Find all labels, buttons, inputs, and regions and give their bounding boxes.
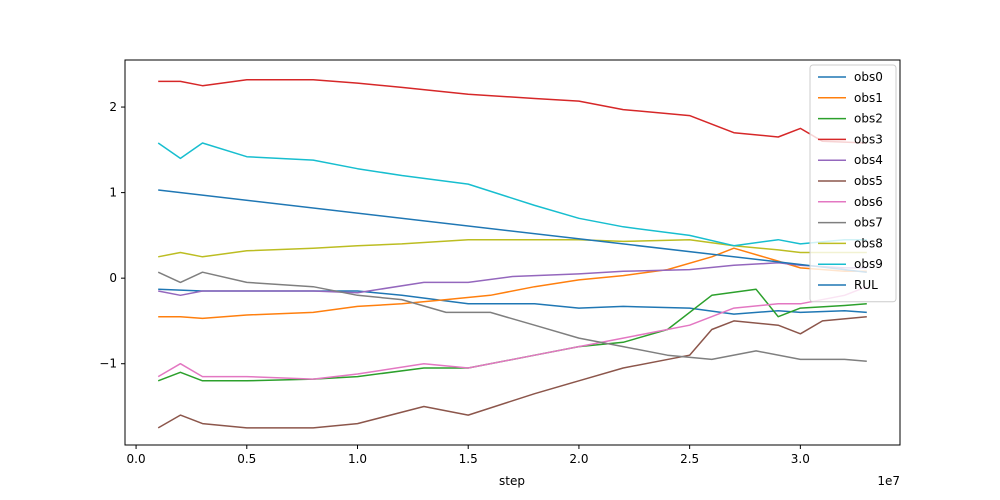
y-tick-label: 1 <box>109 186 117 200</box>
legend-label-obs7: obs7 <box>854 216 883 230</box>
y-axis: −1 0 1 2 <box>99 100 125 371</box>
series-line-RUL <box>158 189 867 273</box>
x-tick-label: 2.5 <box>680 452 699 466</box>
x-tick-label: 0.0 <box>127 452 146 466</box>
series-line-obs8 <box>158 238 867 258</box>
y-tick-label: 0 <box>109 271 117 285</box>
legend-label-obs5: obs5 <box>854 174 883 188</box>
legend-label-obs2: obs2 <box>854 112 883 126</box>
x-tick-label: 1.5 <box>459 452 478 466</box>
plot-frame <box>124 59 901 446</box>
legend-label-obs6: obs6 <box>854 195 883 209</box>
legend-label-obs1: obs1 <box>854 91 883 105</box>
legend-label-obs4: obs4 <box>854 153 883 167</box>
legend: obs0 obs1 obs2 obs3 obs4 obs5 obs6 obs7 obs8 obs9… <box>809 64 897 303</box>
x-tick-label: 3.0 <box>791 452 810 466</box>
y-tick-label: 2 <box>109 100 117 114</box>
x-axis-label: step <box>499 474 525 488</box>
x-axis: 0.0 0.5 1.0 1.5 2.0 2.5 3.0 <box>127 445 810 466</box>
legend-box <box>809 64 897 303</box>
series-line-obs1 <box>158 247 867 320</box>
x-tick-label: 2.0 <box>569 452 588 466</box>
series-line-obs9 <box>157 142 867 247</box>
series-line-obs7 <box>157 271 867 362</box>
x-tick-label: 0.5 <box>237 452 256 466</box>
legend-label-obs8: obs8 <box>854 236 883 250</box>
legend-label-obs0: obs0 <box>854 70 883 84</box>
legend-label-RUL: RUL <box>854 278 878 292</box>
series-line-obs5 <box>157 315 867 429</box>
legend-label-obs3: obs3 <box>854 132 883 146</box>
x-tick-label: 1.0 <box>348 452 367 466</box>
series-line-obs3 <box>158 78 867 144</box>
y-tick-label: −1 <box>99 357 117 371</box>
series-line-obs6 <box>157 286 868 380</box>
series-layer <box>157 78 868 429</box>
series-line-obs4 <box>158 262 867 297</box>
legend-label-obs9: obs9 <box>854 257 883 271</box>
x-axis-offset-label: 1e7 <box>877 474 900 488</box>
